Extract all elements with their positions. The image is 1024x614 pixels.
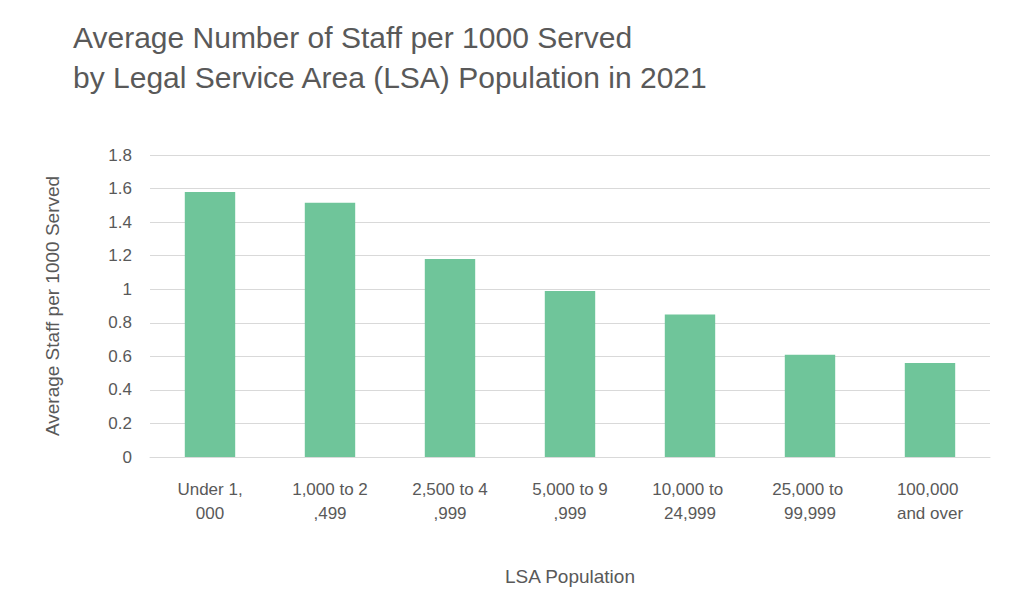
svg-text:1: 1: [123, 280, 132, 299]
svg-text:10,000 to: 10,000 to: [652, 480, 728, 499]
svg-text:LSA Population: LSA Population: [505, 566, 635, 587]
svg-text:Average Number of Staff per 10: Average Number of Staff per 1000 Served: [73, 21, 632, 54]
svg-text:0: 0: [123, 448, 132, 467]
svg-text:,999: ,999: [433, 504, 466, 523]
svg-text:Average Staff per 1000 Served: Average Staff per 1000 Served: [42, 176, 63, 436]
svg-text:1.2: 1.2: [108, 246, 132, 265]
svg-text:0.8: 0.8: [108, 313, 132, 332]
svg-text:1.6: 1.6: [108, 179, 132, 198]
svg-text:and over: and over: [897, 504, 963, 523]
svg-text:0.4: 0.4: [108, 380, 132, 399]
svg-text:1,000 to 2: 1,000 to 2: [292, 480, 368, 499]
svg-text:,999: ,999: [553, 504, 586, 523]
svg-text:99,999: 99,999: [784, 504, 836, 523]
svg-text:1.4: 1.4: [108, 213, 132, 232]
svg-text:2,500 to 4: 2,500 to 4: [412, 480, 488, 499]
svg-text:100,000: 100,000: [897, 480, 963, 499]
svg-text:24,999: 24,999: [664, 504, 716, 523]
svg-text:Under 1,: Under 1,: [177, 480, 242, 499]
svg-text:by Legal Service Area (LSA) Po: by Legal Service Area (LSA) Population i…: [73, 61, 707, 94]
svg-text:,499: ,499: [313, 504, 346, 523]
svg-text:5,000 to 9: 5,000 to 9: [532, 480, 608, 499]
svg-text:0.6: 0.6: [108, 347, 132, 366]
svg-text:25,000 to: 25,000 to: [772, 480, 848, 499]
svg-text:1.8: 1.8: [108, 146, 132, 165]
svg-text:0.2: 0.2: [108, 414, 132, 433]
svg-text:000: 000: [196, 504, 224, 523]
